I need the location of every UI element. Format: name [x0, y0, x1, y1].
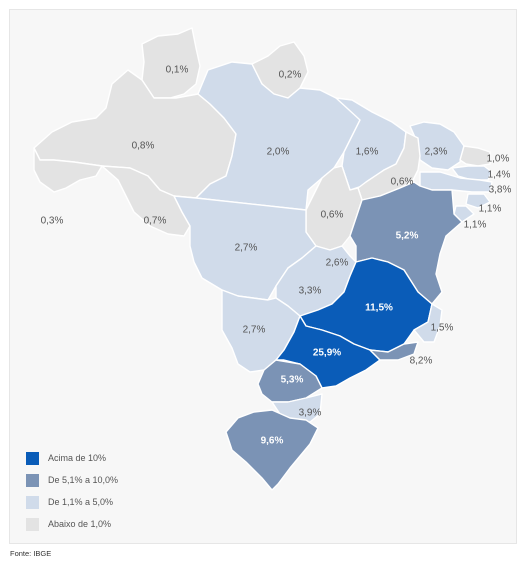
state-value-pr: 5,3% — [281, 375, 304, 386]
source-note: Fonte: IBGE — [10, 549, 52, 558]
state-value-df: 2,6% — [326, 258, 349, 269]
state-rn — [459, 145, 491, 167]
state-al — [465, 193, 491, 209]
state-value-es: 1,5% — [431, 323, 454, 334]
state-ac — [33, 147, 103, 193]
state-sp — [275, 315, 381, 389]
legend-label: De 5,1% a 10,0% — [48, 475, 119, 485]
state-value-go: 3,3% — [299, 286, 322, 297]
state-value-se: 1,1% — [464, 220, 487, 231]
legend-item: De 1,1% a 5,0% — [26, 491, 118, 513]
state-rr — [141, 27, 201, 99]
state-value-ap: 0,2% — [279, 70, 302, 81]
state-value-ac: 0,3% — [41, 216, 64, 227]
state-pb — [451, 165, 493, 181]
labels-layer: 0,1% 0,2% 0,8% 2,0% 1,6% 2,3% 1,0% 1,4% 3,8% 1,1%… — [41, 65, 512, 447]
state-value-to: 0,6% — [321, 210, 344, 221]
state-value-ma: 1,6% — [356, 147, 379, 158]
state-rs — [225, 409, 319, 491]
state-ro — [101, 165, 191, 237]
state-value-rn: 1,0% — [487, 154, 510, 165]
state-value-ms: 2,7% — [243, 325, 266, 336]
state-value-rs: 9,6% — [261, 436, 284, 447]
legend-swatch — [26, 517, 39, 531]
states-layer — [33, 27, 493, 491]
state-value-rj: 8,2% — [410, 356, 433, 367]
state-value-pe: 3,8% — [489, 185, 512, 196]
legend-label: Acima de 10% — [48, 453, 107, 463]
state-value-am: 0,8% — [132, 141, 155, 152]
state-value-al: 1,1% — [479, 204, 502, 215]
legend-label: Abaixo de 1,0% — [48, 519, 112, 529]
state-value-sc: 3,9% — [299, 408, 322, 419]
state-es — [413, 303, 443, 343]
legend-label: De 1,1% a 5,0% — [48, 497, 114, 507]
legend: Acima de 10% De 5,1% a 10,0% De 1,1% a 5,0… — [26, 447, 118, 535]
state-ba — [349, 181, 463, 305]
legend-item: De 5,1% a 10,0% — [26, 469, 118, 491]
state-value-rr: 0,1% — [166, 65, 189, 76]
state-value-mg: 11,5% — [365, 303, 393, 314]
legend-item: Acima de 10% — [26, 447, 118, 469]
legend-item: Abaixo de 1,0% — [26, 513, 118, 535]
state-value-ba: 5,2% — [396, 231, 419, 242]
state-value-sp: 25,9% — [313, 348, 341, 359]
state-value-mt: 2,7% — [235, 243, 258, 254]
legend-swatch — [26, 495, 39, 509]
legend-swatch — [26, 451, 39, 465]
legend-swatch — [26, 473, 39, 487]
state-value-pa: 2,0% — [267, 147, 290, 158]
state-value-pb: 1,4% — [488, 170, 511, 181]
state-value-ce: 2,3% — [425, 147, 448, 158]
state-rj — [369, 341, 419, 361]
state-value-pi: 0,6% — [391, 177, 414, 188]
state-value-ro: 0,7% — [144, 216, 167, 227]
